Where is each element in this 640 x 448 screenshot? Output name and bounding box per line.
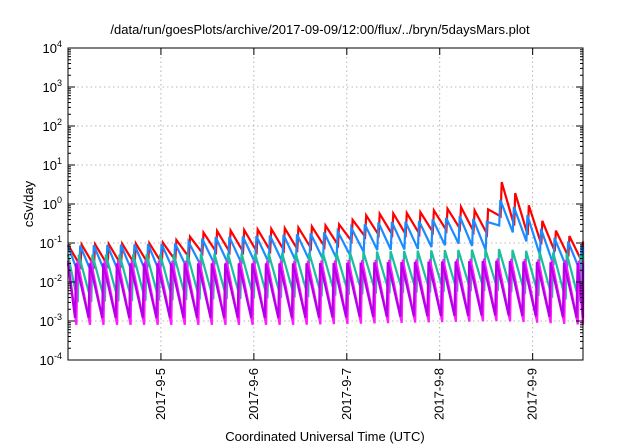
y-tick-label: 10-1: [40, 234, 62, 251]
x-tick-label: 2017-9-8: [432, 368, 447, 420]
chart-title: /data/run/goesPlots/archive/2017-09-09/1…: [110, 22, 530, 37]
series-line: [67, 181, 585, 270]
y-tick-label: 103: [43, 78, 62, 95]
x-tick-label: 2017-9-5: [153, 368, 168, 420]
y-tick-label: 10-3: [40, 312, 62, 329]
y-tick-label: 10-4: [40, 351, 62, 368]
x-axis-label: Coordinated Universal Time (UTC): [225, 429, 424, 444]
series-group: [66, 181, 585, 326]
y-tick-label: 100: [43, 195, 62, 212]
x-tick-label: 2017-9-7: [339, 368, 354, 420]
series-line: [66, 260, 585, 319]
y-tick-label: 104: [43, 39, 62, 56]
y-axis-label: cSv/day: [21, 180, 36, 227]
y-tick-label: 10-2: [40, 273, 62, 290]
y-tick-label: 101: [43, 156, 62, 173]
x-tick-label: 2017-9-9: [525, 368, 540, 420]
x-tick-label: 2017-9-6: [246, 368, 261, 420]
y-tick-label: 102: [43, 117, 62, 134]
axes: 10-4 10-3 10-2 10-1 100 101 102 103 104 2017-9-5 2…: [40, 39, 583, 420]
